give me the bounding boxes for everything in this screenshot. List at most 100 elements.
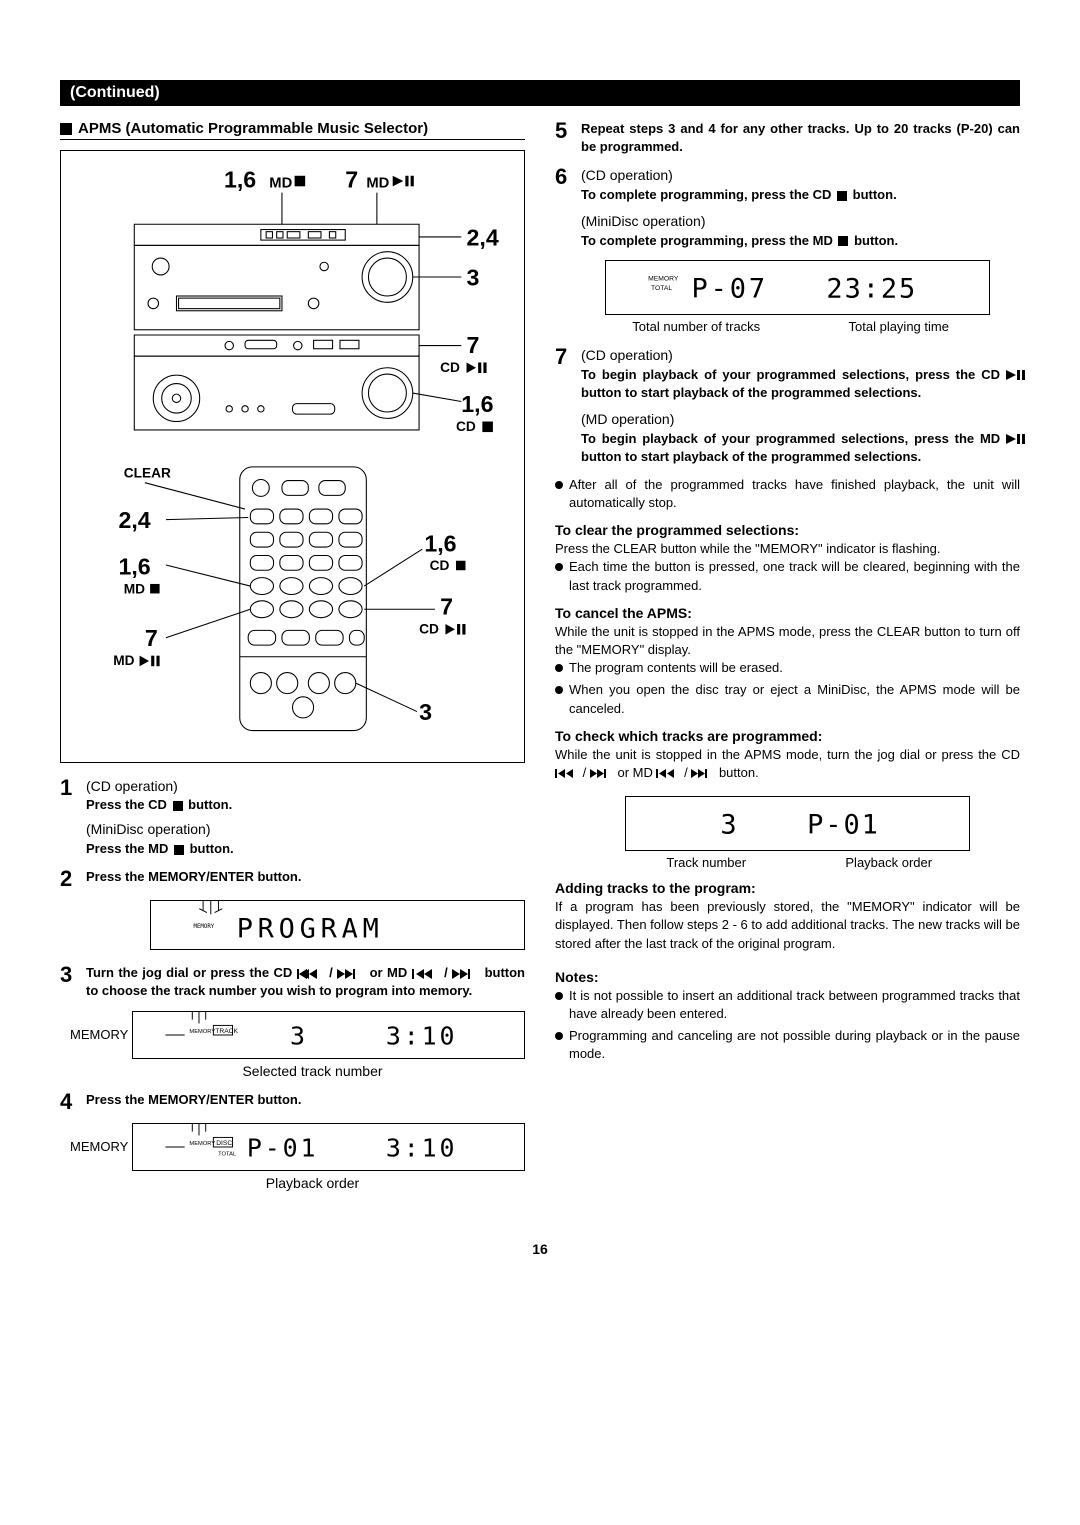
svg-text:3:10: 3:10 [386,1021,457,1050]
svg-text:MEMORY: MEMORY [194,924,215,930]
cd-operation-label: (CD operation) [86,777,525,797]
clear-text: Press the CLEAR button while the "MEMORY… [555,540,1020,558]
svg-text:2,4: 2,4 [118,507,150,533]
square-bullet-icon [60,123,72,135]
step-6: 6 (CD operation) To complete programming… [555,166,1020,250]
step-number: 1 [60,777,78,799]
selected-track-caption: Selected track number [100,1063,525,1079]
svg-text:CD: CD [456,419,476,434]
stop-icon [174,845,184,855]
pause-icon [1017,434,1020,444]
step6-cd-text: To complete programming, press the CD bu… [581,186,1020,204]
bullet-icon [555,664,563,672]
check-text-b: or MD [617,765,656,780]
playback-order-caption: Playback order [100,1175,525,1191]
cancel-text: While the unit is stopped in the APMS mo… [555,623,1020,659]
svg-text:MD: MD [269,175,292,191]
svg-text:3:10: 3:10 [386,1133,457,1162]
step-3: 3 Turn the jog dial or press the CD / or… [60,964,525,1000]
step5-text: Repeat steps 3 and 4 for any other track… [581,120,1020,156]
step2-text: Press the MEMORY/ENTER button. [86,868,525,886]
continued-header: (Continued) [60,80,1020,106]
step-number: 4 [60,1091,78,1113]
svg-text:1,6: 1,6 [118,553,150,579]
note-1: It is not possible to insert an addition… [569,987,1020,1023]
page-number: 16 [60,1241,1020,1257]
adding-text: If a program has been previously stored,… [555,898,1020,953]
md-operation-label: (MiniDisc operation) [581,212,1020,232]
svg-text:TRACK: TRACK [216,1028,239,1035]
svg-text:2,4: 2,4 [467,224,499,250]
right-column: 5 Repeat steps 3 and 4 for any other tra… [555,120,1020,1191]
svg-text:7: 7 [467,332,480,358]
next-icon [337,969,365,979]
svg-text:1,6: 1,6 [461,391,493,417]
display-selected-track: MEMORY MEMORY TRACK 3 3:10 [70,1011,525,1059]
md-operation-label: (MD operation) [581,410,1020,430]
display-check: 3 P-01 [625,796,970,851]
step3-text-a: Turn the jog dial or press the CD [86,965,297,980]
bullet-icon [555,992,563,1000]
cancel-bullet-2: When you open the disc tray or eject a M… [569,681,1020,717]
memory-label: MEMORY [70,1027,128,1042]
svg-text:7: 7 [145,625,158,651]
cd-operation-label: (CD operation) [581,346,1020,366]
step-number: 6 [555,166,573,188]
svg-text:P-07: P-07 [692,274,769,305]
svg-text:PROGRAM: PROGRAM [237,914,384,945]
device-diagram: 1,6 MD 7 MD [60,150,525,763]
svg-text:3: 3 [290,1021,305,1050]
svg-text:MEMORY: MEMORY [190,1029,216,1035]
bullet-icon [555,686,563,694]
svg-text:3: 3 [419,699,432,725]
prev-icon [656,769,680,778]
step6-md-text: To complete programming, press the MD bu… [581,232,1020,250]
step-1: 1 (CD operation) Press the CD button. (M… [60,777,525,859]
check-heading: To check which tracks are programmed: [555,728,1020,744]
step7-bullet: After all of the programmed tracks have … [569,476,1020,512]
step1-cd-text: Press the CD button. [86,796,525,814]
bullet-icon [555,563,563,571]
step-2: 2 Press the MEMORY/ENTER button. [60,868,525,890]
display-program: MEMORY PROGRAM [150,900,525,950]
step-5: 5 Repeat steps 3 and 4 for any other tra… [555,120,1020,156]
svg-text:P-01: P-01 [247,1133,318,1162]
svg-text:MD: MD [366,175,389,191]
svg-text:TOTAL: TOTAL [218,1151,236,1157]
step3-or: or MD [370,965,412,980]
stop-icon [173,801,183,811]
check-text: While the unit is stopped in the APMS mo… [555,746,1020,782]
svg-text:CD: CD [419,622,439,637]
play-icon [1006,370,1016,380]
step-number: 5 [555,120,573,142]
svg-text:3: 3 [467,264,480,290]
check-text-c: button. [719,765,759,780]
clear-bullet: Each time the button is pressed, one tra… [569,558,1020,594]
svg-text:3: 3 [720,810,736,841]
next-icon [590,769,614,778]
svg-text:MEMORY: MEMORY [648,275,679,282]
svg-text:MEMORY: MEMORY [190,1141,216,1147]
display-total: MEMORY TOTAL P-07 23:25 [605,260,990,315]
step7-md-text: To begin playback of your programmed sel… [581,430,1020,466]
svg-text:CD: CD [440,360,460,375]
stop-icon [837,191,847,201]
diagram-svg: 1,6 MD 7 MD [71,161,514,752]
pause-icon [1017,370,1020,380]
step7-cd-text: To begin playback of your programmed sel… [581,366,1020,402]
left-column: APMS (Automatic Programmable Music Selec… [60,120,525,1191]
svg-text:1,6: 1,6 [424,530,456,556]
next-icon [691,769,715,778]
svg-text:CLEAR: CLEAR [124,465,171,480]
bullet-icon [555,1032,563,1040]
total-time-caption: Total playing time [798,319,1001,334]
step-number: 3 [60,964,78,986]
svg-text:1,6: 1,6 [224,166,256,192]
notes-heading: Notes: [555,969,1020,985]
adding-heading: Adding tracks to the program: [555,880,1020,896]
playback-order-caption: Playback order [798,855,981,870]
display-playback-order: MEMORY MEMORY DISC TOTAL P-01 3:10 [70,1123,525,1171]
step1-md-text: Press the MD button. [86,840,525,858]
cancel-bullet-1: The program contents will be erased. [569,659,783,677]
prev-icon [412,969,440,979]
